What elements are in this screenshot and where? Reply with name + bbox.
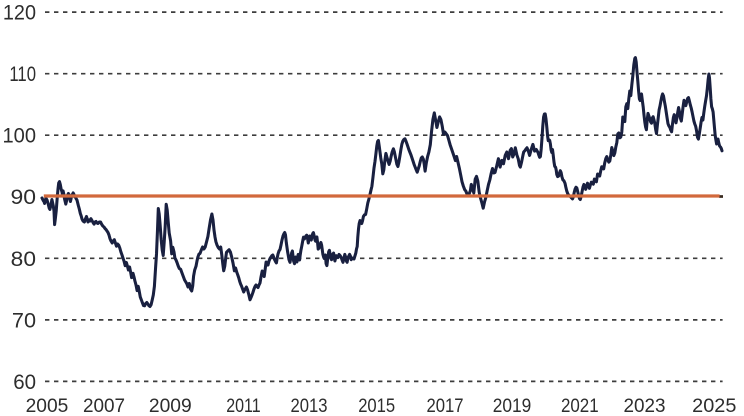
svg-text:2005: 2005 [26,396,69,416]
svg-text:2015: 2015 [358,396,395,416]
svg-text:2013: 2013 [291,396,328,416]
svg-text:2017: 2017 [426,396,463,416]
svg-text:2025: 2025 [692,396,736,416]
svg-text:110: 110 [9,63,36,86]
svg-text:2023: 2023 [624,396,666,416]
svg-text:80: 80 [11,248,36,271]
svg-text:100: 100 [3,125,37,148]
svg-text:2011: 2011 [226,396,260,416]
svg-text:70: 70 [12,309,36,332]
svg-text:2019: 2019 [493,396,532,416]
svg-text:2009: 2009 [149,396,192,416]
svg-text:2021: 2021 [561,396,599,416]
svg-text:2007: 2007 [83,396,125,416]
svg-text:60: 60 [13,371,36,394]
svg-text:120: 120 [3,2,36,25]
svg-text:90: 90 [11,186,37,209]
